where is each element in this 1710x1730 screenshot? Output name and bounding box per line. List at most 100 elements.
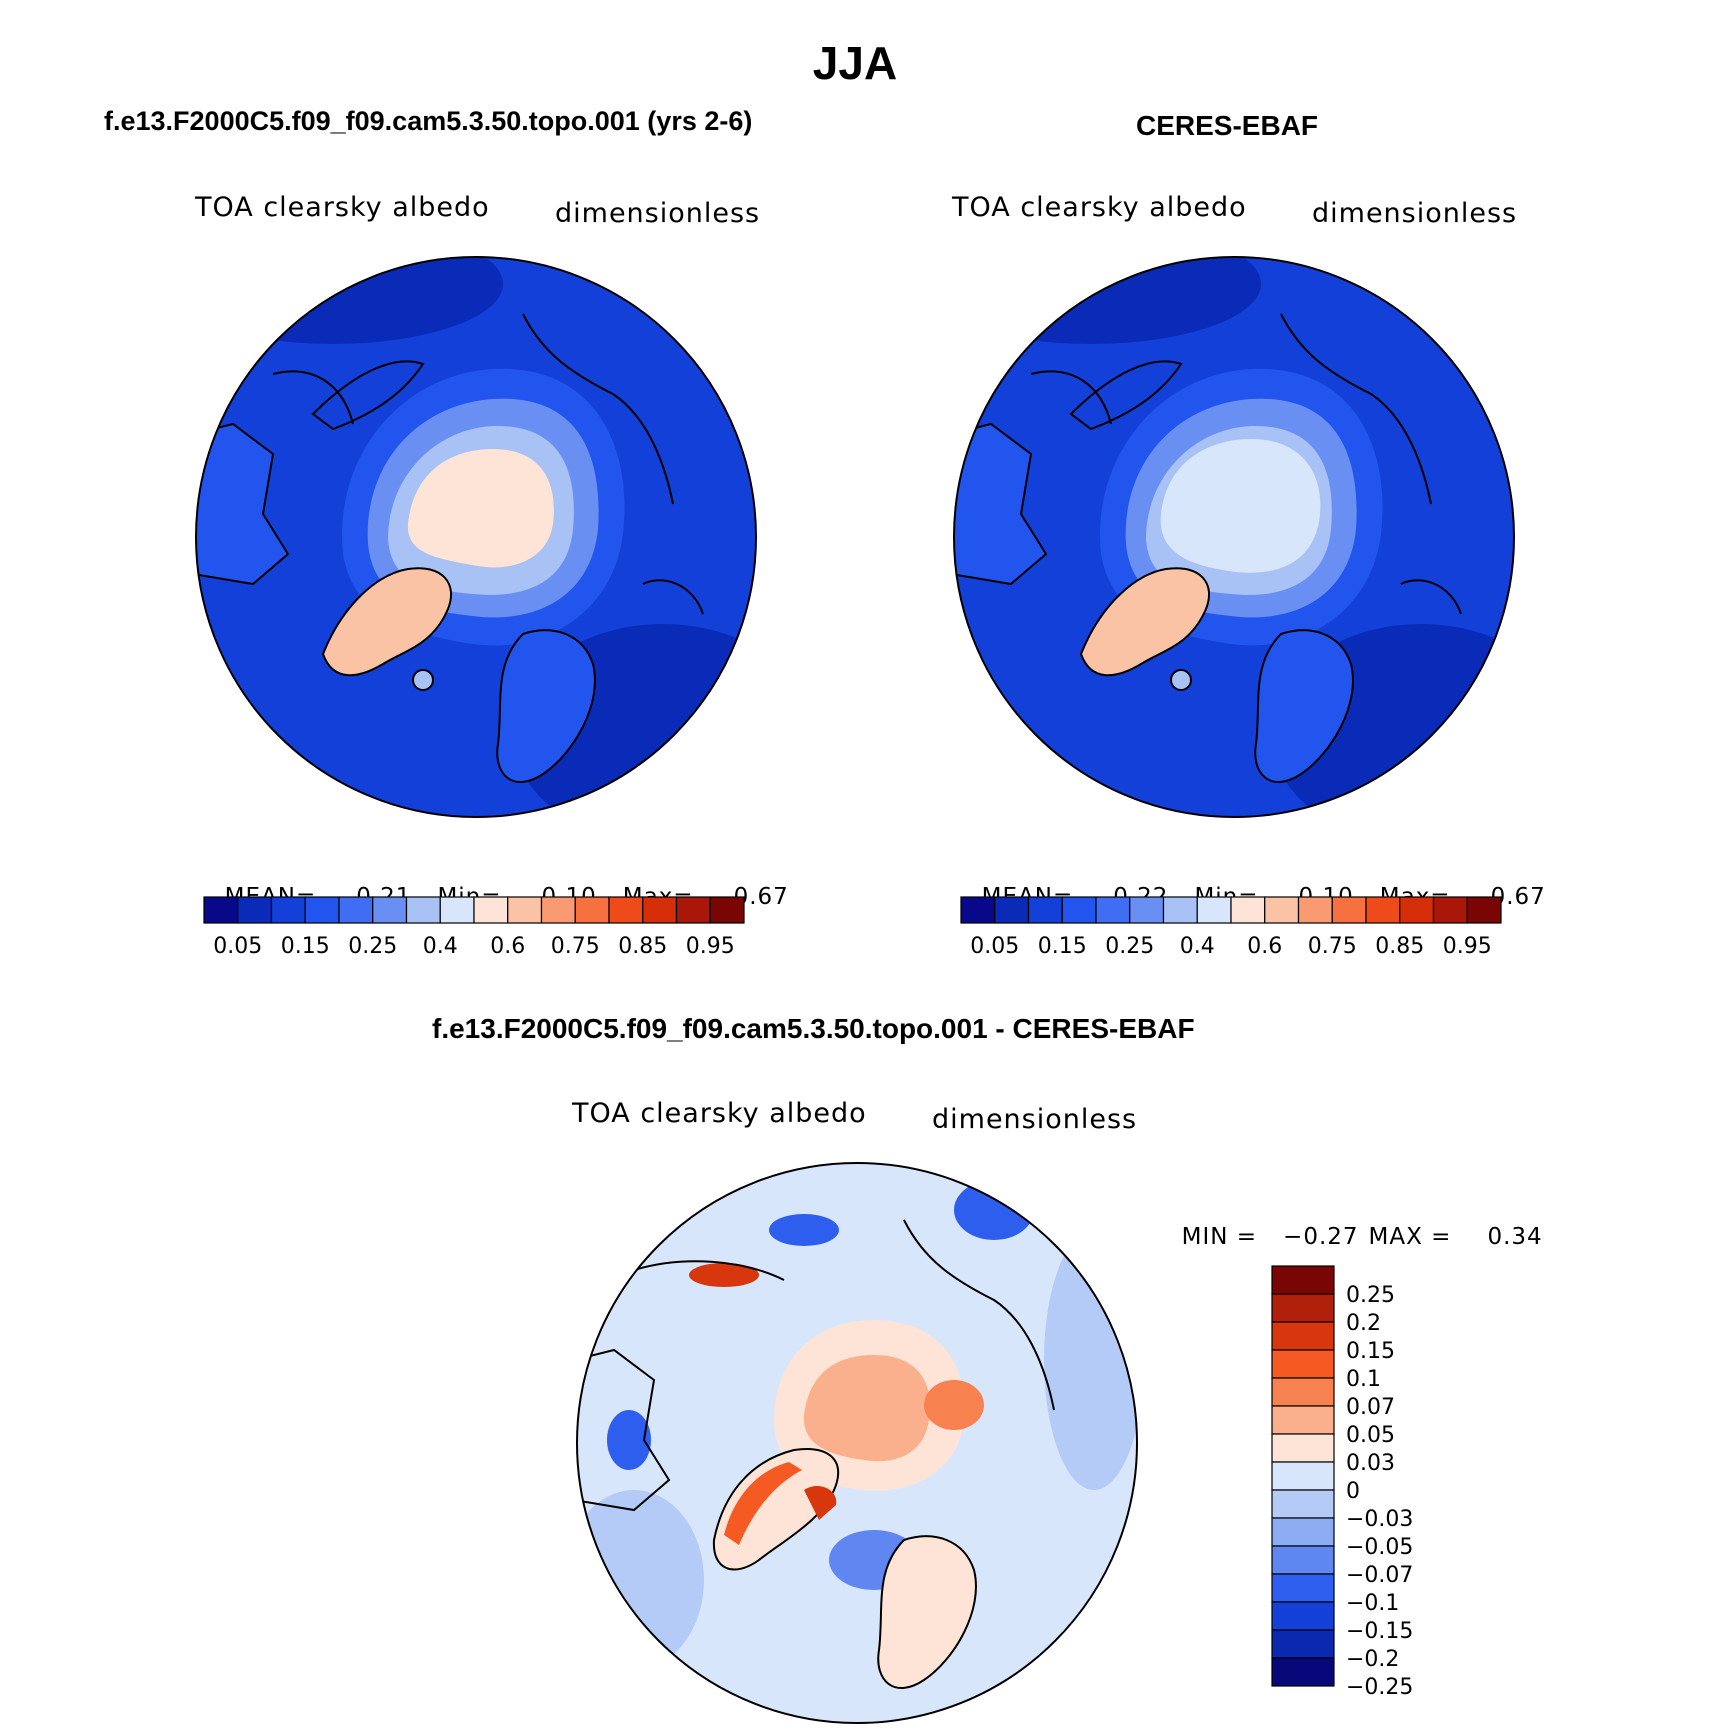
colorbar-tick-label: 0.75 [551,934,600,959]
coastline [1400,579,1462,615]
panel-1-map [195,256,757,818]
colorbar-box [203,896,239,924]
greenland [1079,567,1211,677]
colorbar-tick-label: 0.25 [1346,1283,1395,1308]
panel-1-units-label: dimensionless [555,198,761,229]
panel-2-title: CERES-EBAF [1136,110,1319,141]
colorbar-box [473,896,509,924]
colorbar-box [1271,1405,1335,1435]
negative-region [954,1180,1034,1240]
panel-3-map [576,1162,1138,1724]
colorbar-box [1271,1349,1335,1379]
coastline [903,1219,1055,1411]
coastline [633,1260,785,1281]
colorbar-box [1271,1517,1335,1547]
coastline [1069,360,1183,431]
coastline [1280,313,1432,505]
panel-3-units-label: dimensionless [932,1104,1138,1135]
colorbar-box [642,896,678,924]
polar-cap-core [1160,439,1321,573]
colorbar-box [675,896,711,924]
colorbar-tick-label: 0.85 [1375,934,1424,959]
map-border [953,256,1515,818]
colorbar-tick-label: 0.6 [490,934,525,959]
colorbar-tick-label: 0.15 [1346,1339,1395,1364]
colorbar-box [507,896,543,924]
scandinavia [1254,629,1354,784]
colorbar-tick-label: −0.07 [1346,1563,1413,1588]
colorbar-box [1271,1545,1335,1575]
panel-2-units-label: dimensionless [1312,198,1518,229]
colorbar-box [1271,1657,1335,1687]
colorbar-tick-label: 0.05 [213,934,262,959]
colorbar-box [709,896,745,924]
positive-region [924,1380,984,1430]
colorbar-box [994,896,1030,924]
colorbar-tick-label: 0.2 [1346,1311,1381,1336]
colorbar-tick-label: 0.6 [1247,934,1282,959]
colorbar-box [574,896,610,924]
colorbar-box [1162,896,1198,924]
colorbar-box [1271,1433,1335,1463]
coastline [522,313,674,505]
colorbar-box [372,896,408,924]
colorbar-box [439,896,475,924]
colorbar-box [1095,896,1131,924]
colorbar-tick-label: 0.95 [1443,934,1492,959]
positive-region [689,1263,759,1287]
colorbar-box [1271,1601,1335,1631]
colorbar-box [1466,896,1502,924]
landmass [954,422,1048,586]
colorbar-box [338,896,374,924]
landmass [196,422,290,586]
colorbar-box [405,896,441,924]
panel-2-colorbar: 0.05 0.15 0.25 0.4 0.6 0.75 0.85 0.95 [960,896,1502,959]
colorbar-tick-label: −0.2 [1346,1647,1399,1672]
colorbar-tick-label: 0.15 [1038,934,1087,959]
colorbar-box [1271,1377,1335,1407]
colorbar-box [270,896,306,924]
panel-2-variable-label: TOA clearsky albedo [952,192,1247,223]
colorbar-box [1271,1573,1335,1603]
colorbar-tick-label: 0.95 [686,934,735,959]
colorbar-box [1264,896,1300,924]
scandinavia [877,1535,977,1690]
colorbar-box [540,896,576,924]
panel-3-colorbar: 0.25 0.2 0.15 0.1 0.07 0.05 0.03 0 −0.03 −0.05 −0.… [1271,1265,1413,1700]
greenland [712,1448,840,1571]
colorbar-box [960,896,996,924]
colorbar-box [1230,896,1266,924]
colorbar-tick-label: 0 [1346,1479,1360,1504]
panel-2-map [953,256,1515,818]
colorbar-box [1129,896,1165,924]
panel-1-title: f.e13.F2000C5.f09_f09.cam5.3.50.topo.001… [104,106,753,136]
colorbar-box [1399,896,1435,924]
panel-1-colorbar: 0.05 0.15 0.25 0.4 0.6 0.75 0.85 0.95 [203,896,745,959]
greenland-edge [724,1462,802,1545]
colorbar-tick-label: 0.85 [618,934,667,959]
colorbar-box [1271,1629,1335,1659]
negative-region [769,1214,839,1246]
colorbar-tick-label: 0.15 [281,934,330,959]
colorbar-box [1297,896,1333,924]
iceland [1170,669,1192,691]
coastline [311,360,425,431]
colorbar-tick-label: −0.1 [1346,1591,1399,1616]
panel-3-stats: MIN = −0.27 MAX = 0.34 [1165,1198,1543,1250]
colorbar-box [1271,1461,1335,1491]
panel-3-title: f.e13.F2000C5.f09_f09.cam5.3.50.topo.001… [432,1013,1195,1044]
colorbar-tick-label: 0.03 [1346,1451,1395,1476]
colorbar-box [1331,896,1367,924]
negative-region [607,1410,651,1470]
figure-title: JJA [812,37,898,89]
polar-cap-core [407,449,554,568]
colorbar-tick-label: 0.05 [1346,1423,1395,1448]
panel-3-min-value: −0.27 [1283,1224,1359,1250]
greenland [321,567,453,677]
panel-3-variable-label: TOA clearsky albedo [572,1098,867,1129]
coastline [642,579,704,615]
colorbar-tick-label: 0.25 [1105,934,1154,959]
panel-1-variable-label: TOA clearsky albedo [195,192,490,223]
colorbar-box [1271,1489,1335,1519]
colorbar-box [1027,896,1063,924]
